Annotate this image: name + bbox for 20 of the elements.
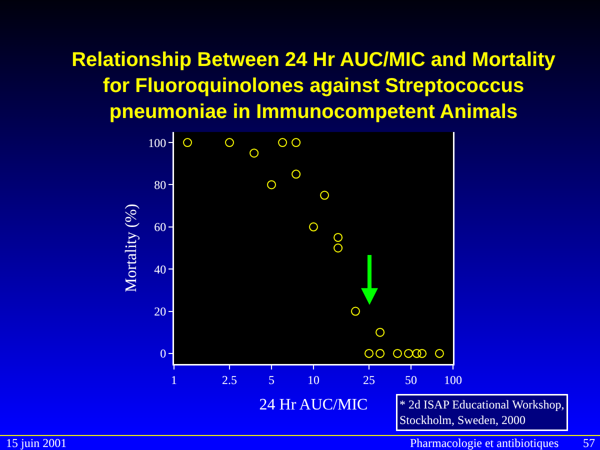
text: * 2d ISAP Educational Workshop, Stockholm, Sweden, 2000 <box>400 398 564 428</box>
y-tick-label: 80 <box>154 178 166 192</box>
x-tick-label: 1 <box>171 372 177 387</box>
y-tick-label: 60 <box>154 220 166 234</box>
y-tick-label: 40 <box>154 262 166 276</box>
text: 57 <box>583 436 595 450</box>
x-tick-label: 50 <box>405 372 418 387</box>
text: 15 juin 2001 <box>6 436 67 450</box>
chart-title: Relationship Between 24 Hr AUC/MIC and Mortality for Fluoroquinolones against Streptococcus pneumoniae in Immunocompetent Animals <box>72 49 556 123</box>
y-tick-label: 20 <box>154 304 166 318</box>
y-axis-title: Mortality (%) <box>123 204 140 292</box>
x-tick-label: 2.5 <box>222 372 238 387</box>
x-tick-label: 100 <box>444 372 462 387</box>
y-tick-label: 0 <box>160 346 166 361</box>
x-tick-label: 5 <box>268 372 275 387</box>
x-tick-label: 25 <box>363 372 376 387</box>
x-axis-title: 24 Hr AUC/MIC <box>259 396 368 414</box>
y-tick-label: 100 <box>148 136 166 150</box>
x-tick-label: 10 <box>308 372 320 387</box>
text: Pharmacologie et antibiotiques <box>410 436 559 450</box>
